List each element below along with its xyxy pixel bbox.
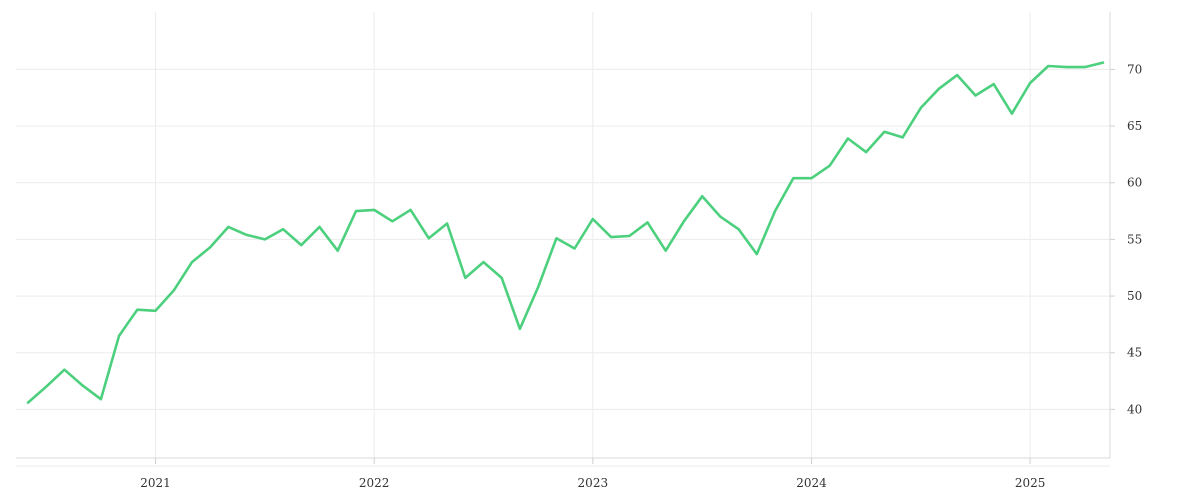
x-tick-label: 2025 bbox=[1015, 476, 1046, 490]
series-layer bbox=[26, 61, 1105, 404]
axis-layer: 40 45 50 55 60 65 70 2021 2022 2023 2024 2025 bbox=[16, 12, 1142, 490]
y-tick-label: 40 bbox=[1127, 402, 1142, 416]
x-tick-label: 2021 bbox=[140, 476, 171, 490]
y-tick-label: 70 bbox=[1127, 62, 1142, 76]
x-tick-label: 2022 bbox=[359, 476, 390, 490]
y-tick-label: 60 bbox=[1127, 176, 1142, 190]
y-tick-label: 65 bbox=[1127, 119, 1142, 133]
x-tick-label: 2024 bbox=[796, 476, 827, 490]
series-line bbox=[26, 61, 1105, 404]
x-tick-label: 2023 bbox=[578, 476, 609, 490]
y-tick-label: 50 bbox=[1127, 289, 1142, 303]
grid-layer bbox=[16, 12, 1110, 467]
y-tick-label: 45 bbox=[1127, 346, 1142, 360]
y-tick-label: 55 bbox=[1127, 232, 1142, 246]
